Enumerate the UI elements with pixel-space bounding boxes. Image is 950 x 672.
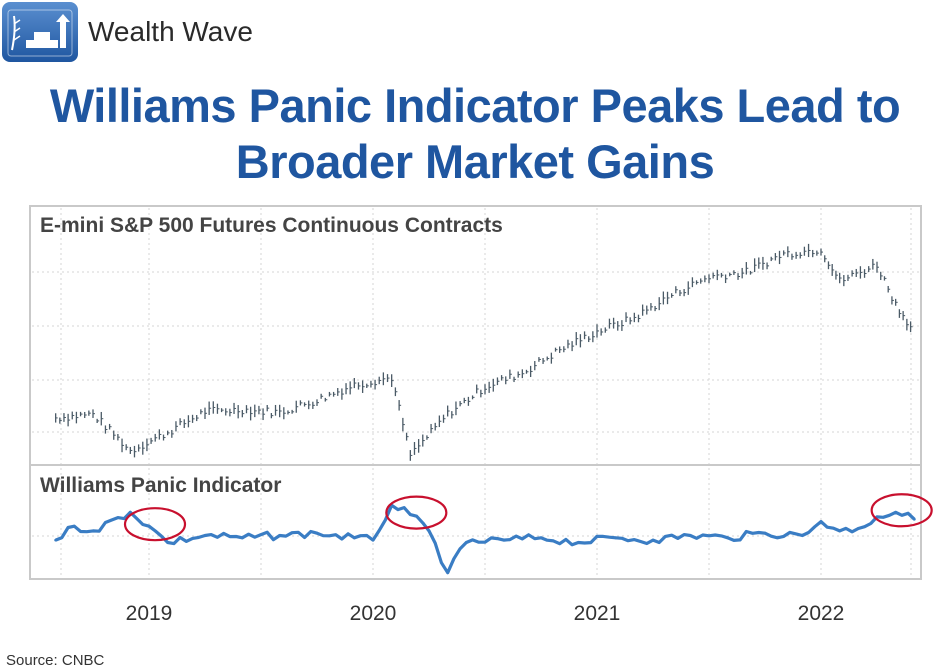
indicator-point	[502, 538, 506, 542]
indicator-point	[166, 541, 170, 544]
source-note: Source: CNBC	[6, 652, 105, 669]
indicator-series-line	[55, 503, 916, 575]
grid-lines	[32, 208, 919, 577]
indicator-point	[371, 538, 375, 542]
highlight-circle	[385, 495, 448, 530]
chart-frame	[29, 205, 922, 580]
indicator-point	[240, 536, 244, 540]
indicator-point	[726, 536, 730, 540]
indicator-point	[819, 520, 823, 523]
highlight-circle	[123, 507, 187, 542]
indicator-point	[408, 513, 412, 516]
indicator-point	[128, 510, 132, 514]
indicator-point	[315, 531, 319, 535]
indicator-chart-title: Williams Panic Indicator	[40, 474, 281, 497]
title-line-1: Williams Panic Indicator Peaks Lead to	[49, 79, 901, 132]
indicator-point	[539, 536, 543, 540]
wealth-wave-logo-icon	[0, 0, 80, 64]
indicator-point	[651, 538, 655, 542]
indicator-point	[147, 524, 151, 528]
indicator-point	[688, 534, 692, 537]
indicator-point	[72, 524, 76, 528]
title-line-2: Broader Market Gains	[235, 135, 715, 188]
brand-name: Wealth Wave	[88, 16, 253, 47]
highlight-circles	[123, 493, 933, 542]
indicator-point	[894, 510, 898, 514]
indicator-point	[91, 529, 95, 533]
indicator-point	[800, 534, 804, 537]
page-title: Williams Panic Indicator Peaks Lead to B…	[0, 78, 950, 190]
price-bars	[55, 243, 913, 461]
indicator-point	[203, 534, 207, 537]
indicator-point	[576, 541, 580, 544]
indicator-point	[856, 527, 860, 530]
indicator-point	[838, 529, 842, 533]
indicator-point	[763, 531, 767, 535]
x-tick-label: 2019	[126, 602, 173, 625]
highlight-circle	[870, 493, 933, 528]
indicator-point	[278, 534, 282, 537]
indicator-point	[446, 571, 450, 575]
indicator-point	[912, 517, 916, 521]
indicator-point	[427, 529, 431, 533]
indicator-series	[54, 503, 916, 575]
x-tick-label: 2022	[798, 602, 845, 625]
x-tick-label: 2021	[574, 602, 621, 625]
x-tick-label: 2020	[350, 602, 397, 625]
price-chart-title: E-mini S&P 500 Futures Continuous Contra…	[40, 214, 503, 237]
indicator-point	[352, 536, 356, 540]
indicator-point	[614, 536, 618, 540]
x-tick-labels: 2019 2020 2021 2022	[126, 602, 845, 625]
indicator-point	[54, 538, 58, 542]
indicator-point	[464, 541, 468, 544]
